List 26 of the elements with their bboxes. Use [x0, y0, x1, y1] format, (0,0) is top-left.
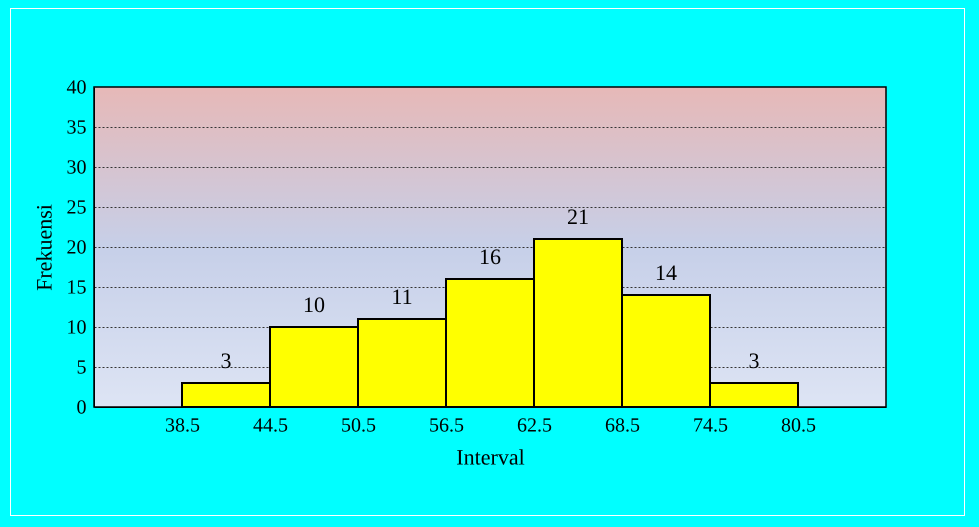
- x-tick-label: 56.5: [429, 414, 464, 436]
- y-tick-label: 10: [66, 316, 86, 338]
- data-label: 14: [655, 260, 677, 285]
- x-tick-label: 62.5: [517, 414, 552, 436]
- data-label: 16: [479, 244, 501, 269]
- x-tick-label: 44.5: [253, 414, 288, 436]
- x-tick-label: 38.5: [165, 414, 200, 436]
- y-tick-label: 5: [76, 356, 86, 378]
- data-label: 10: [303, 292, 325, 317]
- y-tick-label: 40: [66, 76, 86, 98]
- y-tick-label: 0: [76, 396, 86, 418]
- y-tick-label: 25: [66, 196, 86, 218]
- x-tick-label: 68.5: [605, 414, 640, 436]
- data-label: 3: [748, 348, 760, 373]
- data-label: 11: [391, 284, 413, 309]
- y-tick-label: 35: [66, 116, 86, 138]
- y-tick-label: 30: [66, 156, 86, 178]
- y-axis-title: Frekuensi: [32, 204, 56, 291]
- data-label: 3: [220, 348, 232, 373]
- y-tick-label: 15: [66, 276, 86, 298]
- x-axis-title: Interval: [456, 444, 525, 470]
- x-tick-label: 50.5: [341, 414, 376, 436]
- y-tick-label: 20: [66, 236, 86, 258]
- x-tick-label: 80.5: [781, 414, 816, 436]
- data-label: 21: [567, 204, 589, 229]
- x-tick-label: 74.5: [693, 414, 728, 436]
